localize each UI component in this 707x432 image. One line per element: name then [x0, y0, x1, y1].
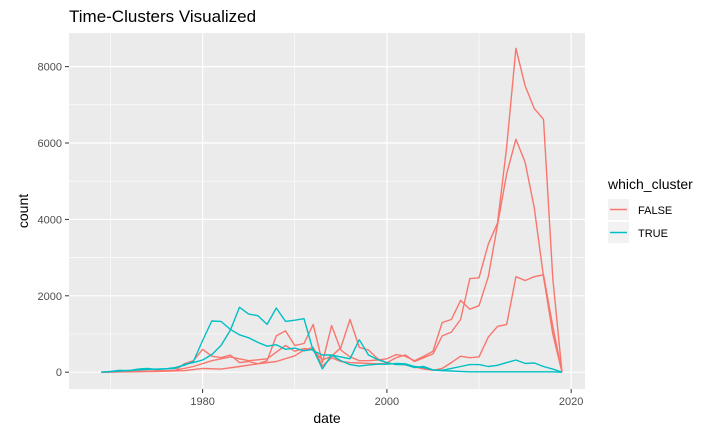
plot-panel [69, 33, 585, 389]
x-tick-label-0: 1980 [190, 396, 214, 408]
series-layer [101, 47, 563, 373]
legend-entry-true: TRUE [608, 222, 668, 243]
x-tick-label-2: 2020 [559, 396, 583, 408]
series-line-false-1 [101, 47, 563, 373]
y-tick-label-3: 6000 [38, 138, 62, 150]
y-axis-title: count [15, 194, 31, 228]
series-line-false-0 [101, 138, 563, 373]
y-axis-ticks: 0 2000 4000 6000 8000 [38, 62, 69, 379]
y-tick-label-4: 8000 [38, 62, 62, 74]
grid-minor [69, 33, 585, 389]
series-line-true-4 [101, 306, 563, 373]
legend-entry-false: FALSE [608, 199, 672, 220]
y-tick-label-2: 4000 [38, 214, 62, 226]
chart-title: Time-Clusters Visualized [69, 7, 256, 26]
legend-title: which_cluster [607, 176, 693, 192]
legend-label-false: FALSE [638, 205, 672, 217]
x-tick-label-1: 2000 [375, 396, 399, 408]
x-axis-title: date [313, 410, 340, 426]
y-tick-label-0: 0 [56, 367, 62, 379]
legend-label-true: TRUE [638, 228, 668, 240]
legend: which_cluster FALSE TRUE [607, 176, 693, 243]
series-line-false-2 [101, 274, 563, 373]
y-tick-label-1: 2000 [38, 291, 62, 303]
x-axis-ticks: 1980 2000 2020 [190, 389, 583, 408]
